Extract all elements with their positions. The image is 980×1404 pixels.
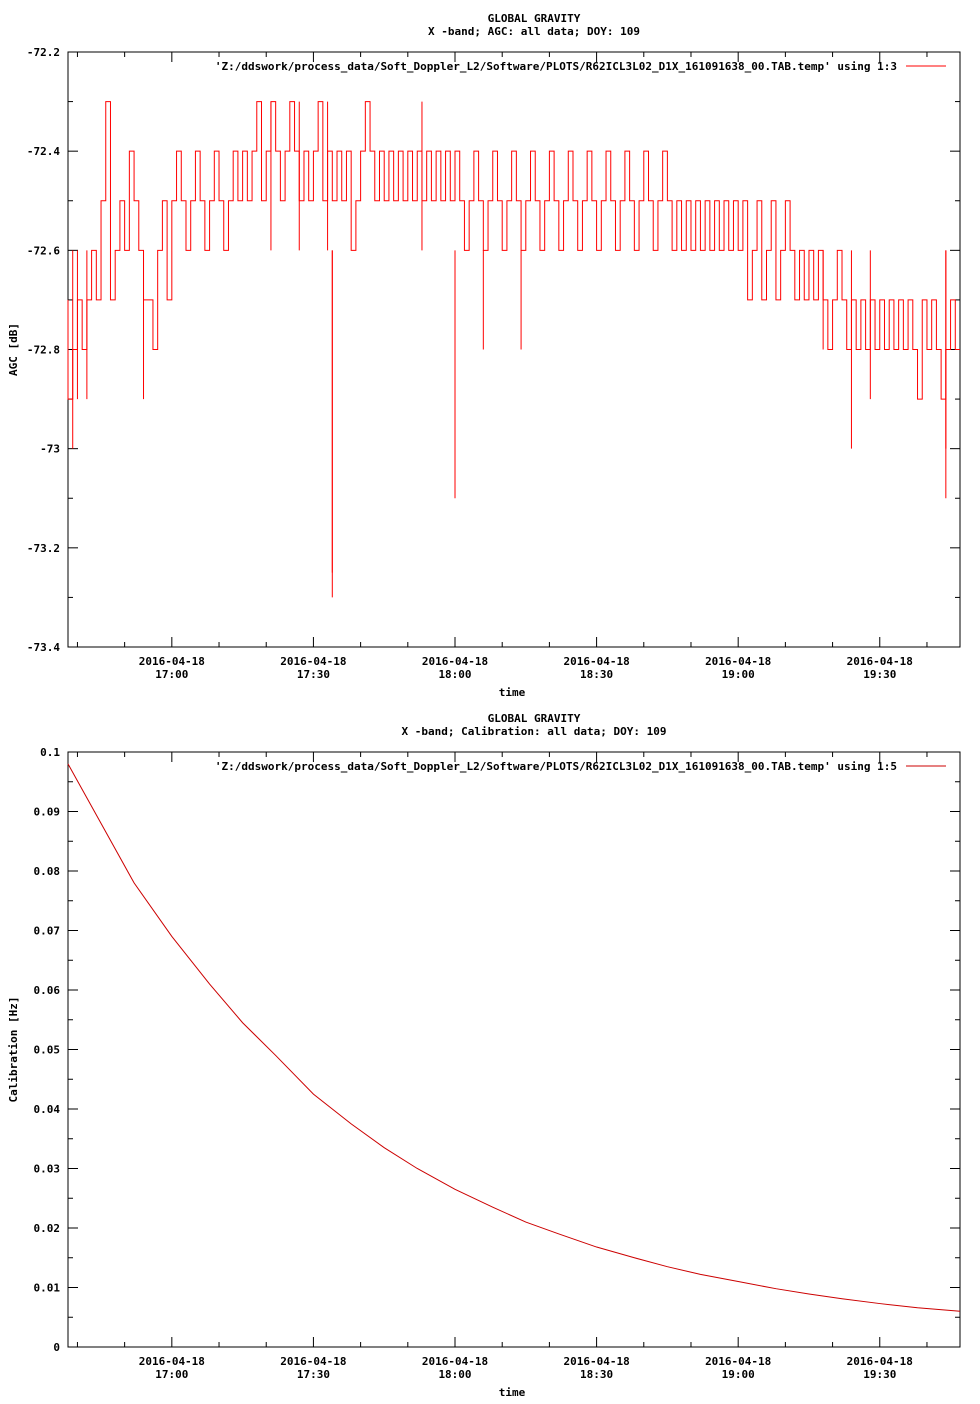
- y-tick-label: -72.8: [27, 344, 60, 357]
- y-tick-label: -72.4: [27, 145, 60, 158]
- y-tick-label: -73.4: [27, 641, 60, 654]
- x-tick-label-time: 19:00: [722, 668, 755, 681]
- y-tick-label: 0.09: [34, 806, 61, 819]
- x-tick-label-time: 17:30: [297, 1368, 330, 1381]
- y-tick-label: 0.06: [34, 984, 61, 997]
- x-tick-label-date: 2016-04-18: [847, 1355, 913, 1368]
- x-tick-label-date: 2016-04-18: [139, 1355, 205, 1368]
- x-tick-label-time: 17:00: [155, 668, 188, 681]
- legend-label: 'Z:/ddswork/process_data/Soft_Doppler_L2…: [215, 60, 897, 73]
- x-tick-label-time: 18:00: [438, 668, 471, 681]
- legend-label: 'Z:/ddswork/process_data/Soft_Doppler_L2…: [215, 760, 897, 773]
- y-tick-label: 0.02: [34, 1222, 61, 1235]
- y-tick-label: 0: [53, 1341, 60, 1354]
- y-tick-label: 0.05: [34, 1044, 61, 1057]
- series-line: [67, 101, 960, 400]
- x-tick-label-date: 2016-04-18: [563, 1355, 629, 1368]
- x-axis-label: time: [499, 686, 526, 699]
- x-tick-label-date: 2016-04-18: [422, 1355, 488, 1368]
- x-tick-label-date: 2016-04-18: [280, 1355, 346, 1368]
- y-tick-label: -72.6: [27, 244, 60, 257]
- x-tick-label-time: 17:30: [297, 668, 330, 681]
- x-tick-label-date: 2016-04-18: [847, 655, 913, 668]
- x-tick-label-time: 17:00: [155, 1368, 188, 1381]
- x-tick-label-date: 2016-04-18: [705, 1355, 771, 1368]
- y-tick-label: 0.04: [34, 1103, 61, 1116]
- x-tick-label-time: 18:00: [438, 1368, 471, 1381]
- x-tick-label-date: 2016-04-18: [705, 655, 771, 668]
- x-tick-label-date: 2016-04-18: [139, 655, 205, 668]
- y-tick-label: 0.01: [34, 1282, 61, 1295]
- y-tick-label: 0.1: [40, 746, 60, 759]
- chart-title: GLOBAL GRAVITY: [488, 712, 581, 725]
- x-tick-label-time: 19:00: [722, 1368, 755, 1381]
- y-axis-label: AGC [dB]: [7, 323, 20, 376]
- plot-frame: [67, 751, 961, 1348]
- y-tick-label: -73: [40, 443, 60, 456]
- x-tick-label-time: 19:30: [863, 1368, 896, 1381]
- series-line: [67, 763, 961, 1312]
- x-tick-label-date: 2016-04-18: [563, 655, 629, 668]
- x-axis-label: time: [499, 1386, 526, 1399]
- x-tick-label-time: 19:30: [863, 668, 896, 681]
- x-tick-label-date: 2016-04-18: [422, 655, 488, 668]
- y-tick-label: -73.2: [27, 542, 60, 555]
- x-tick-label-date: 2016-04-18: [280, 655, 346, 668]
- y-tick-label: 0.08: [34, 865, 61, 878]
- y-axis-label: Calibration [Hz]: [7, 997, 20, 1103]
- y-tick-label: 0.03: [34, 1163, 61, 1176]
- chart-subtitle: X -band; Calibration: all data; DOY: 109: [402, 725, 667, 738]
- plot-frame: [67, 51, 961, 648]
- x-tick-label-time: 18:30: [580, 1368, 613, 1381]
- chart-subtitle: X -band; AGC: all data; DOY: 109: [428, 25, 640, 38]
- x-tick-label-time: 18:30: [580, 668, 613, 681]
- y-tick-label: 0.07: [34, 925, 61, 938]
- y-tick-label: -72.2: [27, 46, 60, 59]
- chart-title: GLOBAL GRAVITY: [488, 12, 581, 25]
